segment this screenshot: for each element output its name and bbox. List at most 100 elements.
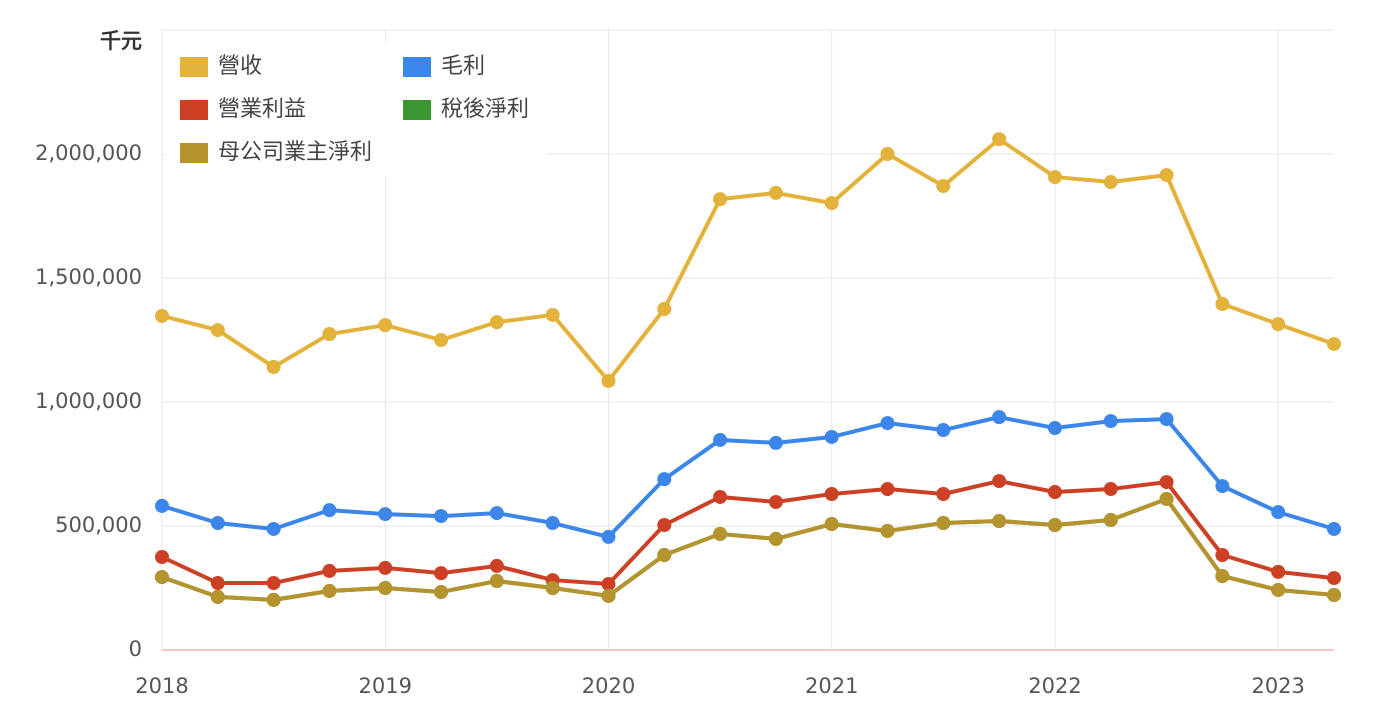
data-point [489, 506, 504, 521]
data-point [210, 516, 225, 531]
data-point [378, 581, 393, 595]
data-point [210, 589, 225, 604]
series-line [161, 496, 1335, 602]
data-point [1103, 414, 1118, 429]
data-point [489, 315, 504, 330]
data-point [1271, 505, 1286, 520]
legend-background [165, 42, 547, 176]
data-point [434, 509, 449, 524]
data-point [880, 523, 895, 538]
data-point [1271, 317, 1286, 332]
data-point [1047, 485, 1062, 500]
data-point [936, 178, 951, 193]
data-point [601, 577, 616, 592]
data-point [1327, 571, 1341, 586]
data-point [322, 503, 337, 518]
data-point [768, 185, 783, 200]
data-point [713, 489, 728, 504]
data-point [1215, 479, 1230, 494]
data-point [1159, 168, 1174, 183]
data-point [1215, 548, 1230, 563]
y-tick-label: 2,000,000 [35, 141, 142, 165]
x-tick-label: 2019 [359, 674, 412, 698]
legend-label: 母公司業主淨利 [218, 140, 372, 165]
data-point [545, 516, 560, 531]
data-point [713, 526, 728, 541]
y-tick-label: 0 [129, 637, 142, 661]
data-point [1327, 336, 1341, 351]
data-point [657, 518, 672, 533]
data-point [936, 423, 951, 438]
series-line [161, 496, 1335, 602]
legend-swatch [403, 57, 431, 77]
data-point [936, 487, 951, 502]
data-point [378, 560, 393, 575]
x-tick-label: 2018 [135, 674, 188, 698]
legend-swatch [180, 100, 208, 120]
data-point [768, 435, 783, 450]
data-point [210, 323, 225, 338]
data-point [1159, 412, 1174, 427]
data-point [936, 516, 951, 531]
data-point [1215, 297, 1230, 312]
x-tick-label: 2023 [1251, 674, 1304, 698]
data-point [434, 584, 449, 599]
series-line [161, 479, 1335, 587]
x-tick-label: 2022 [1028, 674, 1081, 698]
data-point [713, 432, 728, 447]
data-point [1047, 518, 1062, 533]
data-point [1047, 170, 1062, 185]
data-point [489, 574, 504, 589]
data-point [601, 373, 616, 388]
y-tick-label: 1,500,000 [35, 265, 142, 289]
data-point [266, 360, 281, 375]
data-point [434, 566, 449, 581]
data-point [1047, 421, 1062, 436]
data-point [992, 132, 1007, 147]
y-tick-label: 500,000 [55, 513, 142, 537]
data-point [880, 416, 895, 431]
data-point [768, 531, 783, 546]
data-point [322, 563, 337, 578]
data-point [992, 410, 1007, 425]
data-point [434, 333, 449, 347]
data-point [713, 192, 728, 207]
data-point [266, 576, 281, 591]
data-point [489, 558, 504, 573]
legend-label: 營收 [218, 54, 262, 79]
data-point [1159, 491, 1174, 506]
data-point [824, 487, 839, 502]
data-point [155, 308, 169, 323]
data-point [266, 592, 281, 607]
data-point [601, 529, 616, 544]
legend-label: 毛利 [441, 54, 485, 79]
data-point [1159, 475, 1174, 490]
data-point [992, 514, 1007, 529]
data-point [1215, 569, 1230, 584]
series-line [161, 137, 1335, 383]
data-point [657, 302, 672, 316]
data-point [378, 507, 393, 522]
data-point [266, 521, 281, 536]
data-point [1327, 587, 1341, 602]
data-point [601, 588, 616, 603]
legend-label: 稅後淨利 [441, 97, 529, 122]
data-point [1103, 513, 1118, 528]
data-point [824, 429, 839, 444]
legend-swatch [180, 57, 208, 77]
data-point [768, 494, 783, 509]
data-point [1271, 582, 1286, 597]
data-point [824, 517, 839, 532]
data-point [880, 482, 895, 497]
data-point [1103, 175, 1118, 190]
data-point [824, 196, 839, 211]
data-point [378, 318, 393, 333]
data-point [880, 147, 895, 161]
data-point [992, 474, 1007, 489]
legend-swatch [403, 100, 431, 120]
data-point [155, 498, 169, 513]
data-point [322, 327, 337, 342]
y-axis-label: 千元 [100, 29, 142, 53]
data-point [210, 576, 225, 591]
